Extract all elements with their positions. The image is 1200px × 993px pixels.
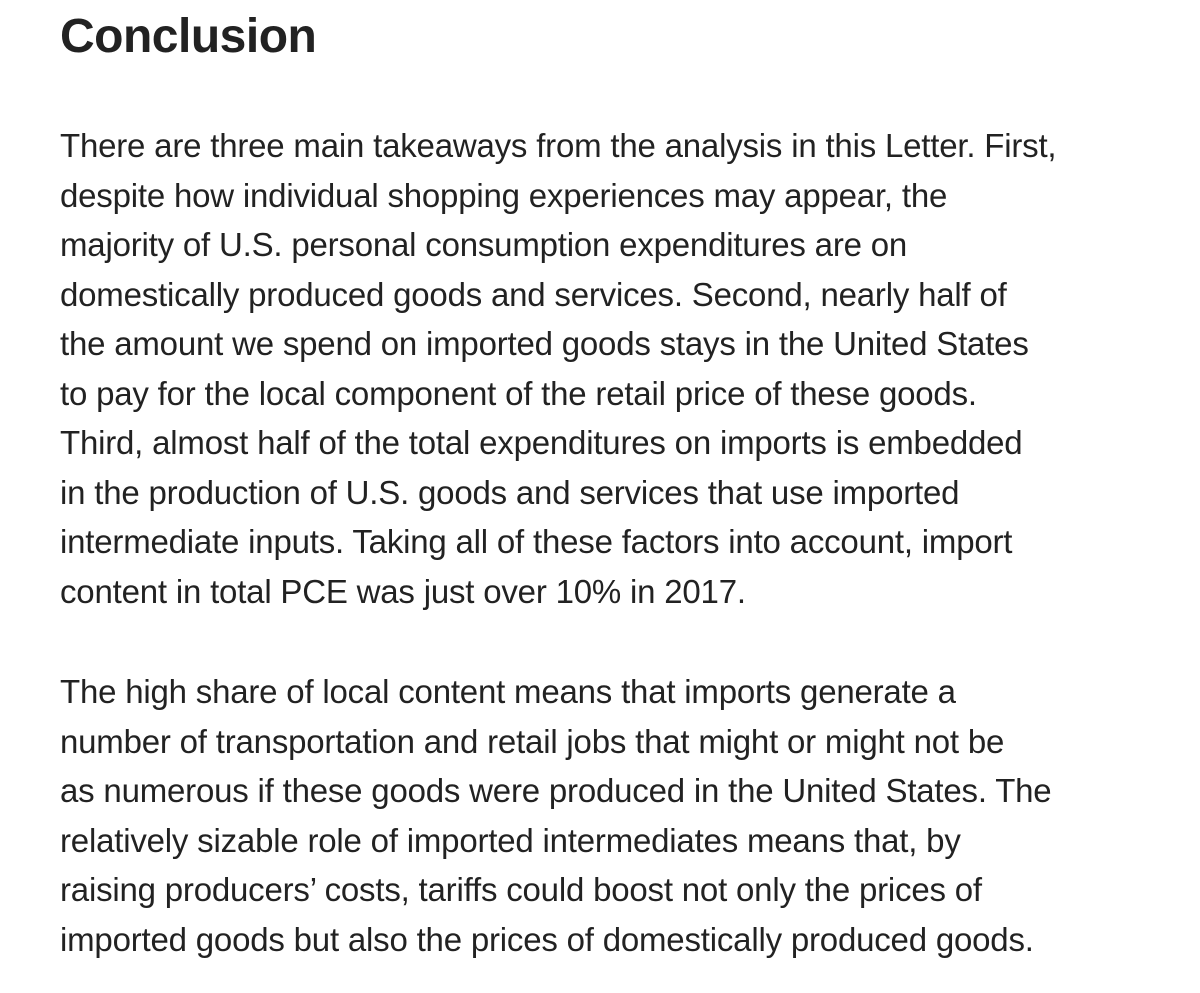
- paragraph-line: majority of U.S. personal consumption ex…: [60, 226, 908, 263]
- section-heading: Conclusion: [60, 10, 317, 63]
- paragraph-line: the amount we spend on imported goods st…: [60, 325, 1029, 362]
- paragraph-line: intermediate inputs. Taking all of these…: [60, 523, 1013, 560]
- paragraph-line: number of transportation and retail jobs…: [60, 722, 1005, 760]
- paragraph-line: The high share of local content means th…: [60, 673, 956, 710]
- article-section: Conclusion There are three main takeaway…: [60, 0, 1160, 964]
- paragraph-line: to pay for the local component of the re…: [60, 374, 977, 412]
- paragraph-line: relatively sizable role of imported inte…: [60, 821, 961, 859]
- paragraph-line: content in total PCE was just over 10% i…: [60, 572, 746, 610]
- paragraph-line: in the production of U.S. goods and serv…: [60, 473, 960, 511]
- paragraph-line: Third, almost half of the total expendit…: [60, 424, 1023, 461]
- paragraph-takeaways: There are three main takeaways from the …: [60, 121, 1160, 616]
- paragraph-line: despite how individual shopping experien…: [60, 176, 948, 214]
- paragraph-line: as numerous if these goods were produced…: [60, 772, 1052, 809]
- paragraph-line: raising producers’ costs, tariffs could …: [60, 871, 982, 908]
- paragraph-line: domestically produced goods and services…: [60, 275, 1007, 313]
- paragraph-line: There are three main takeaways from the …: [60, 127, 1057, 164]
- paragraph-implications: The high share of local content means th…: [60, 667, 1160, 964]
- paragraph-line: imported goods but also the prices of do…: [60, 920, 1034, 958]
